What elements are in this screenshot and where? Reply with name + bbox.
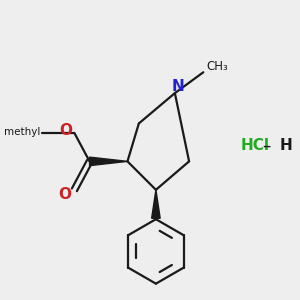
Polygon shape: [152, 190, 160, 218]
Text: –: –: [262, 136, 271, 154]
Text: HCl: HCl: [240, 138, 269, 153]
Text: N: N: [171, 79, 184, 94]
Polygon shape: [89, 157, 128, 166]
Text: methyl: methyl: [4, 127, 40, 137]
Text: CH₃: CH₃: [206, 60, 228, 73]
Text: H: H: [279, 138, 292, 153]
Text: O: O: [59, 123, 72, 138]
Text: O: O: [58, 187, 71, 202]
